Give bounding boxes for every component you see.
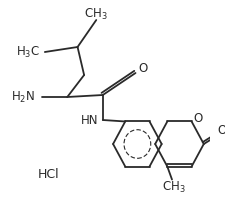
Text: HN: HN bbox=[81, 113, 99, 126]
Text: H$_2$N: H$_2$N bbox=[11, 89, 36, 104]
Text: O: O bbox=[138, 62, 148, 75]
Text: O: O bbox=[218, 125, 225, 138]
Text: H$_3$C: H$_3$C bbox=[16, 45, 40, 60]
Text: CH$_3$: CH$_3$ bbox=[84, 6, 108, 22]
Text: O: O bbox=[194, 112, 203, 125]
Text: HCl: HCl bbox=[38, 167, 59, 181]
Text: CH$_3$: CH$_3$ bbox=[162, 180, 186, 195]
